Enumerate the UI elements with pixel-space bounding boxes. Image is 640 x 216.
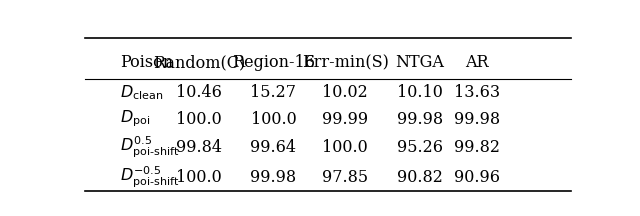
Text: 99.98: 99.98 [397,111,443,128]
Text: 10.46: 10.46 [176,84,222,101]
Text: 15.27: 15.27 [250,84,296,101]
Text: 100.0: 100.0 [323,139,368,156]
Text: 97.85: 97.85 [323,169,369,186]
Text: AR: AR [465,54,488,71]
Text: 10.10: 10.10 [397,84,443,101]
Text: Random(C): Random(C) [153,54,245,71]
Text: 13.63: 13.63 [454,84,500,101]
Text: Err-min(S): Err-min(S) [302,54,388,71]
Text: 99.99: 99.99 [323,111,369,128]
Text: 100.0: 100.0 [251,111,296,128]
Text: 99.84: 99.84 [176,139,222,156]
Text: 100.0: 100.0 [176,169,222,186]
Text: 99.82: 99.82 [454,139,500,156]
Text: $D^{-0.5}_{\rm poi\text{-}shift}$: $D^{-0.5}_{\rm poi\text{-}shift}$ [120,165,179,190]
Text: 99.98: 99.98 [250,169,296,186]
Text: 100.0: 100.0 [176,111,222,128]
Text: 90.82: 90.82 [397,169,443,186]
Text: 95.26: 95.26 [397,139,443,156]
Text: Region-16: Region-16 [232,54,315,71]
Text: 90.96: 90.96 [454,169,500,186]
Text: Poison: Poison [120,54,173,71]
Text: 99.98: 99.98 [454,111,500,128]
Text: NTGA: NTGA [396,54,444,71]
Text: $D^{0.5}_{\rm poi\text{-}shift}$: $D^{0.5}_{\rm poi\text{-}shift}$ [120,135,179,160]
Text: 10.02: 10.02 [323,84,368,101]
Text: $D_{\rm poi}$: $D_{\rm poi}$ [120,109,150,129]
Text: $D_{\rm clean}$: $D_{\rm clean}$ [120,83,163,102]
Text: 99.64: 99.64 [250,139,296,156]
